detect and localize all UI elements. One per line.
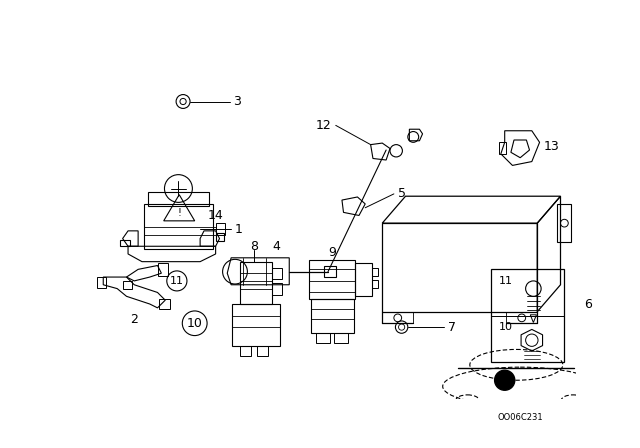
Text: 11: 11 xyxy=(499,276,513,286)
Text: 7: 7 xyxy=(448,321,456,334)
Bar xyxy=(372,280,378,288)
Bar xyxy=(272,268,282,280)
Bar xyxy=(239,262,272,304)
Bar xyxy=(239,346,252,356)
Text: 12: 12 xyxy=(316,119,332,132)
Text: 14: 14 xyxy=(208,209,223,222)
Text: 3: 3 xyxy=(234,95,241,108)
Bar xyxy=(120,240,130,246)
Bar xyxy=(308,260,355,299)
Text: 8: 8 xyxy=(250,240,259,253)
Bar xyxy=(382,223,537,312)
Bar xyxy=(216,223,225,235)
Text: 4: 4 xyxy=(272,240,280,253)
Bar xyxy=(499,142,506,154)
Bar xyxy=(557,204,571,242)
Bar xyxy=(157,263,168,276)
Bar xyxy=(316,333,330,343)
Text: 10: 10 xyxy=(187,317,203,330)
Text: 10: 10 xyxy=(499,322,513,332)
Text: 9: 9 xyxy=(328,246,336,259)
Text: OO06C231: OO06C231 xyxy=(497,413,543,422)
Circle shape xyxy=(495,370,515,390)
Bar xyxy=(311,299,353,333)
Text: 2: 2 xyxy=(131,313,138,326)
Bar xyxy=(148,192,209,206)
Bar xyxy=(272,283,282,295)
Bar xyxy=(334,333,348,343)
Bar xyxy=(324,266,336,277)
Text: 11: 11 xyxy=(170,276,184,286)
Text: 5: 5 xyxy=(397,187,406,200)
Bar xyxy=(123,281,132,289)
Bar xyxy=(491,269,564,362)
Bar xyxy=(216,233,224,241)
Text: !: ! xyxy=(177,208,181,218)
Bar xyxy=(355,263,372,296)
Text: 6: 6 xyxy=(584,297,591,310)
Bar xyxy=(372,268,378,276)
Bar xyxy=(159,299,170,310)
Text: 1: 1 xyxy=(235,223,243,236)
Bar xyxy=(143,204,213,249)
Bar xyxy=(232,304,280,346)
Text: 13: 13 xyxy=(543,140,559,153)
Bar xyxy=(97,277,106,288)
Bar xyxy=(257,346,268,356)
